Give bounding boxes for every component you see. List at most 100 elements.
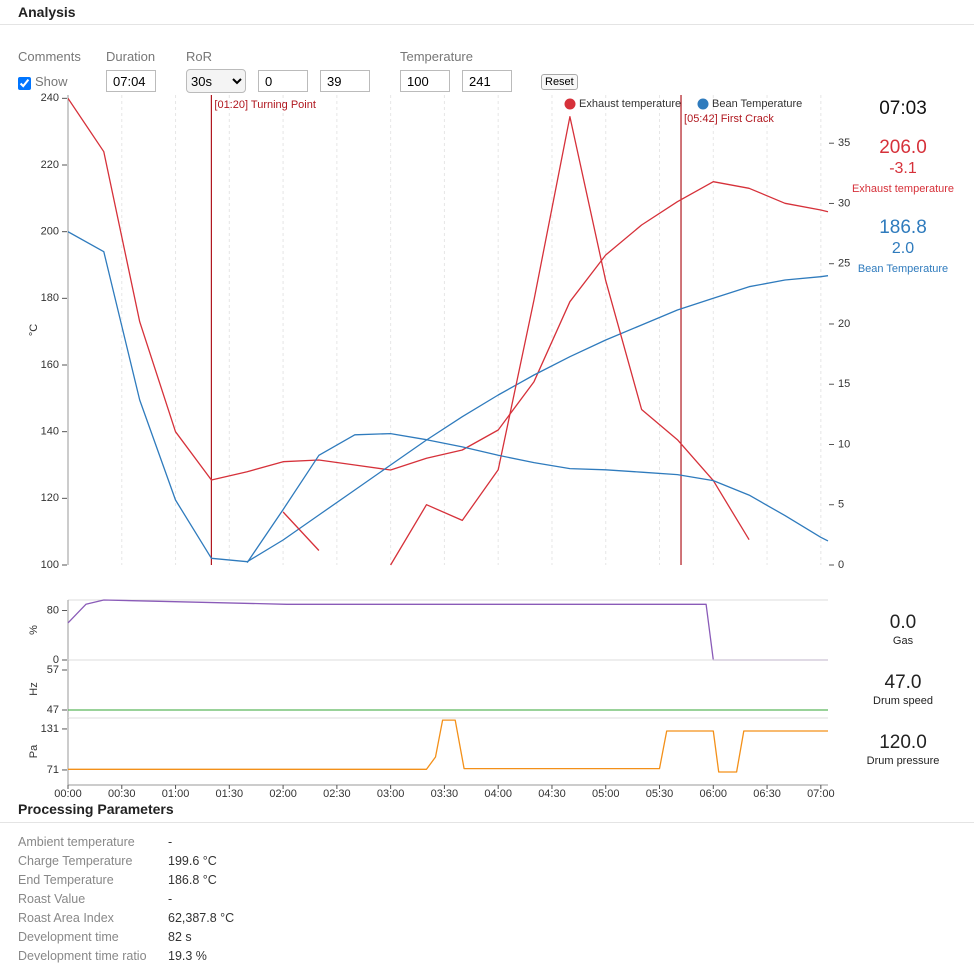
show-checkbox[interactable]	[18, 77, 31, 90]
y2-tick-label: 30	[838, 197, 850, 209]
x-tick-label: 03:30	[431, 788, 459, 800]
y-tick-label: 220	[41, 159, 59, 171]
label: Temperature	[400, 49, 473, 64]
event-label: [05:42] First Crack	[684, 113, 774, 125]
series-line	[68, 719, 828, 773]
chart-panel: 47 57 Hz	[28, 659, 828, 718]
readout-value: 0.0	[889, 612, 917, 633]
y-tick-label: 140	[41, 426, 59, 438]
event-label: [01:20] Turning Point	[214, 99, 316, 111]
chart-panel: 0 80%	[28, 599, 828, 666]
y-tick-label: 0	[53, 654, 59, 666]
readout-time: 07:03	[879, 98, 927, 119]
parameter-value: 62,387.8 °C	[168, 911, 235, 925]
readout-label: Gas	[892, 635, 914, 647]
duration-input[interactable]	[106, 70, 156, 92]
readout-value: 120.0	[879, 732, 927, 753]
readout-label: Drum pressure	[866, 755, 940, 767]
x-tick-label: 00:00	[54, 788, 82, 800]
reset-button[interactable]: Reset	[541, 74, 578, 90]
y-tick-label: 100	[41, 559, 59, 571]
x-tick-label: 04:30	[538, 788, 566, 800]
series-line	[68, 231, 829, 563]
parameter-name: End Temperature	[18, 873, 114, 887]
y2-tick-label: 10	[838, 438, 850, 450]
y-axis-label: %	[28, 625, 40, 635]
series-line	[68, 97, 829, 481]
parameter-value: 186.8 °C	[168, 873, 217, 887]
readout-label: Drum speed	[873, 695, 933, 707]
parameter-name: Development time ratio	[18, 949, 147, 963]
legend-marker	[564, 98, 576, 110]
y-tick-label: 80	[47, 604, 59, 616]
x-tick-label: 05:00	[592, 788, 620, 800]
divider	[0, 24, 974, 25]
y2-tick-label: 20	[838, 318, 850, 330]
label: RoR	[186, 49, 213, 64]
parameter-name: Roast Area Index	[18, 911, 114, 925]
parameter-name: Development time	[18, 930, 119, 944]
y2-tick-label: 15	[838, 378, 850, 390]
y-tick-label: 240	[41, 92, 59, 104]
series-line	[282, 116, 750, 566]
readout-label: Bean Temperature	[857, 263, 949, 275]
x-tick-label: 00:30	[108, 788, 136, 800]
x-tick-label: 03:00	[377, 788, 405, 800]
y-tick-label: 160	[41, 359, 59, 371]
y-tick-label: 131	[41, 723, 59, 735]
x-tick-label: 04:00	[484, 788, 512, 800]
x-tick-label: 02:00	[269, 788, 297, 800]
y2-tick-label: 0	[838, 559, 844, 571]
legend-marker	[697, 98, 709, 110]
label: Show	[35, 74, 68, 89]
series-line	[67, 599, 828, 661]
parameter-name: Roast Value	[18, 892, 86, 906]
ror-window-select[interactable]: 30s	[186, 69, 246, 93]
y-tick-label: 120	[41, 492, 59, 504]
y-tick-label: 180	[41, 292, 59, 304]
label: Duration	[106, 49, 156, 64]
readout-ror: -3.1	[889, 160, 917, 177]
label: Comments	[18, 49, 81, 64]
x-tick-label: 07:00	[807, 788, 835, 800]
y2-tick-label: 5	[838, 499, 844, 511]
chart-panel: 10012014016018020022024005101520253035°C…	[28, 92, 850, 571]
y-tick-label: 57	[47, 664, 59, 676]
section-title: Processing Parameters	[18, 801, 174, 817]
readout-value: 186.8	[879, 217, 927, 238]
divider	[0, 822, 974, 823]
temp-min-input[interactable]	[400, 70, 450, 92]
x-tick-label: 01:00	[162, 788, 190, 800]
parameter-value: 82 s	[168, 930, 192, 944]
parameter-value: -	[168, 835, 173, 849]
temp-max-input[interactable]	[462, 70, 512, 92]
y-tick-label: 47	[47, 704, 59, 716]
charts: 10012014016018020022024005101520253035°C…	[28, 92, 850, 800]
parameter-value: 19.3 %	[168, 949, 207, 963]
readout-value: 206.0	[879, 137, 927, 158]
parameter-name: Ambient temperature	[18, 835, 135, 849]
ror-max-input[interactable]	[320, 70, 370, 92]
parameter-name: Charge Temperature	[18, 854, 133, 868]
parameter-value: 199.6 °C	[168, 854, 217, 868]
x-tick-label: 02:30	[323, 788, 351, 800]
parameter-value: -	[168, 892, 173, 906]
y-tick-label: 200	[41, 226, 59, 238]
ror-min-input[interactable]	[258, 70, 308, 92]
legend-label: Bean Temperature	[712, 98, 802, 110]
readout-label: Exhaust temperature	[851, 183, 955, 195]
y-axis-label: Pa	[28, 744, 40, 758]
x-tick-label: 05:30	[646, 788, 674, 800]
y-axis-label: °C	[28, 324, 40, 336]
x-tick-label: 01:30	[216, 788, 244, 800]
x-tick-label: 06:00	[700, 788, 728, 800]
series-line	[246, 432, 829, 563]
x-tick-label: 06:30	[753, 788, 781, 800]
y-tick-label: 71	[47, 764, 59, 776]
y-axis-label: Hz	[28, 682, 40, 695]
page-title: Analysis	[18, 4, 76, 20]
readout-ror: 2.0	[891, 240, 915, 257]
readout-value: 47.0	[884, 672, 922, 693]
